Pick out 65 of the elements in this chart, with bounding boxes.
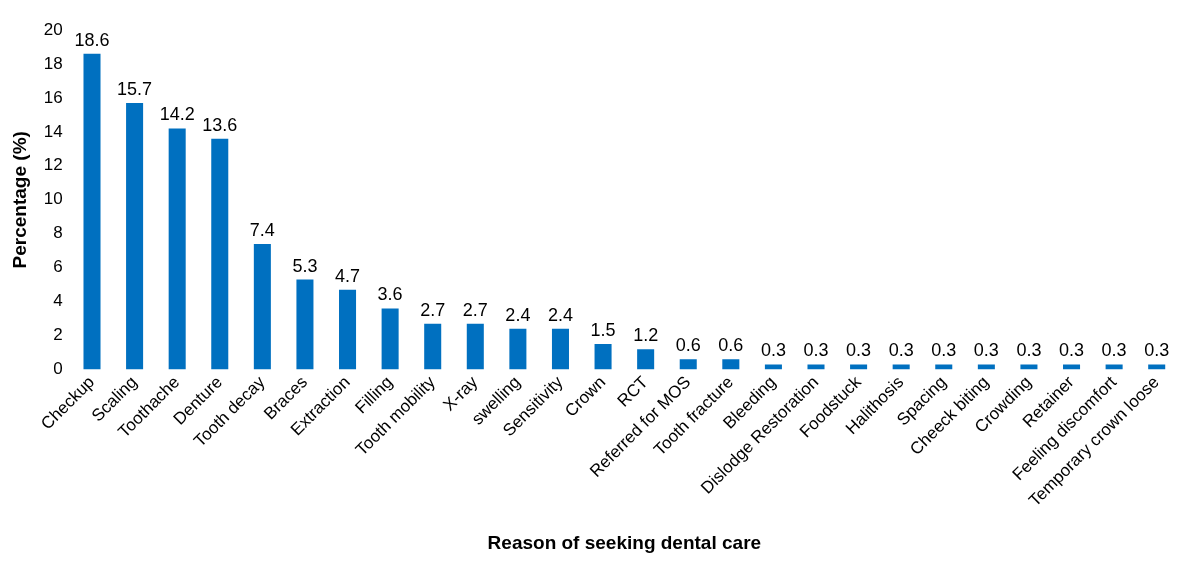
data-label: 0.6 <box>718 335 744 356</box>
bar <box>807 364 825 370</box>
bar <box>253 243 271 370</box>
bar <box>83 53 101 370</box>
bar <box>637 349 655 370</box>
y-tick-label: 12 <box>43 155 63 175</box>
bar <box>424 323 442 370</box>
bar <box>977 364 995 370</box>
data-label: 0.3 <box>803 340 829 361</box>
data-label: 0.3 <box>888 340 914 361</box>
bar <box>381 308 399 370</box>
y-tick-label: 4 <box>53 291 63 311</box>
bar <box>764 364 782 370</box>
bar <box>339 289 357 370</box>
data-label: 1.5 <box>590 320 616 341</box>
data-label: 0.3 <box>760 340 786 361</box>
bar <box>722 359 740 370</box>
y-tick-label: 10 <box>43 189 63 209</box>
bar <box>126 103 144 370</box>
y-tick-label: 2 <box>53 325 63 345</box>
bar <box>1148 364 1166 370</box>
data-label: 0.3 <box>1059 340 1085 361</box>
data-label: 13.6 <box>202 114 238 135</box>
data-label: 2.4 <box>505 304 531 325</box>
bar <box>296 279 314 370</box>
bar <box>850 364 868 370</box>
data-label: 0.3 <box>846 340 872 361</box>
bar <box>168 128 186 370</box>
bar <box>935 364 953 370</box>
y-tick-label: 8 <box>53 223 63 243</box>
data-label: 2.7 <box>462 299 488 320</box>
bar <box>892 364 910 370</box>
bar <box>1105 364 1123 370</box>
data-label: 0.3 <box>973 340 999 361</box>
data-label: 18.6 <box>74 29 110 50</box>
data-label: 4.7 <box>335 265 361 286</box>
data-label: 0.3 <box>1016 340 1042 361</box>
y-tick-label: 14 <box>43 121 63 141</box>
y-tick-label: 6 <box>53 257 63 277</box>
y-axis-title: Percentage (%) <box>8 131 30 269</box>
data-label: 5.3 <box>292 255 318 276</box>
bar <box>466 323 484 370</box>
data-label: 0.3 <box>1101 340 1127 361</box>
bar <box>1063 364 1081 370</box>
bar <box>211 138 229 370</box>
data-label: 0.3 <box>931 340 957 361</box>
y-tick-label: 16 <box>43 87 63 107</box>
data-label: 14.2 <box>159 104 195 125</box>
data-label: 1.2 <box>633 325 659 346</box>
data-label: 2.4 <box>547 304 573 325</box>
data-label: 7.4 <box>249 219 275 240</box>
data-label: 3.6 <box>377 284 403 305</box>
data-label: 15.7 <box>117 78 153 99</box>
bar <box>1020 364 1038 370</box>
bar <box>679 359 697 370</box>
y-tick-label: 20 <box>43 19 63 39</box>
x-axis-title: Reason of seeking dental care <box>487 531 762 553</box>
data-label: 0.3 <box>1144 340 1170 361</box>
bar <box>594 344 612 370</box>
bar <box>509 328 527 370</box>
data-label: 0.6 <box>675 335 701 356</box>
y-tick-label: 18 <box>43 53 63 73</box>
bar <box>551 328 569 370</box>
data-label: 2.7 <box>420 299 446 320</box>
y-tick-label: 0 <box>53 359 63 379</box>
